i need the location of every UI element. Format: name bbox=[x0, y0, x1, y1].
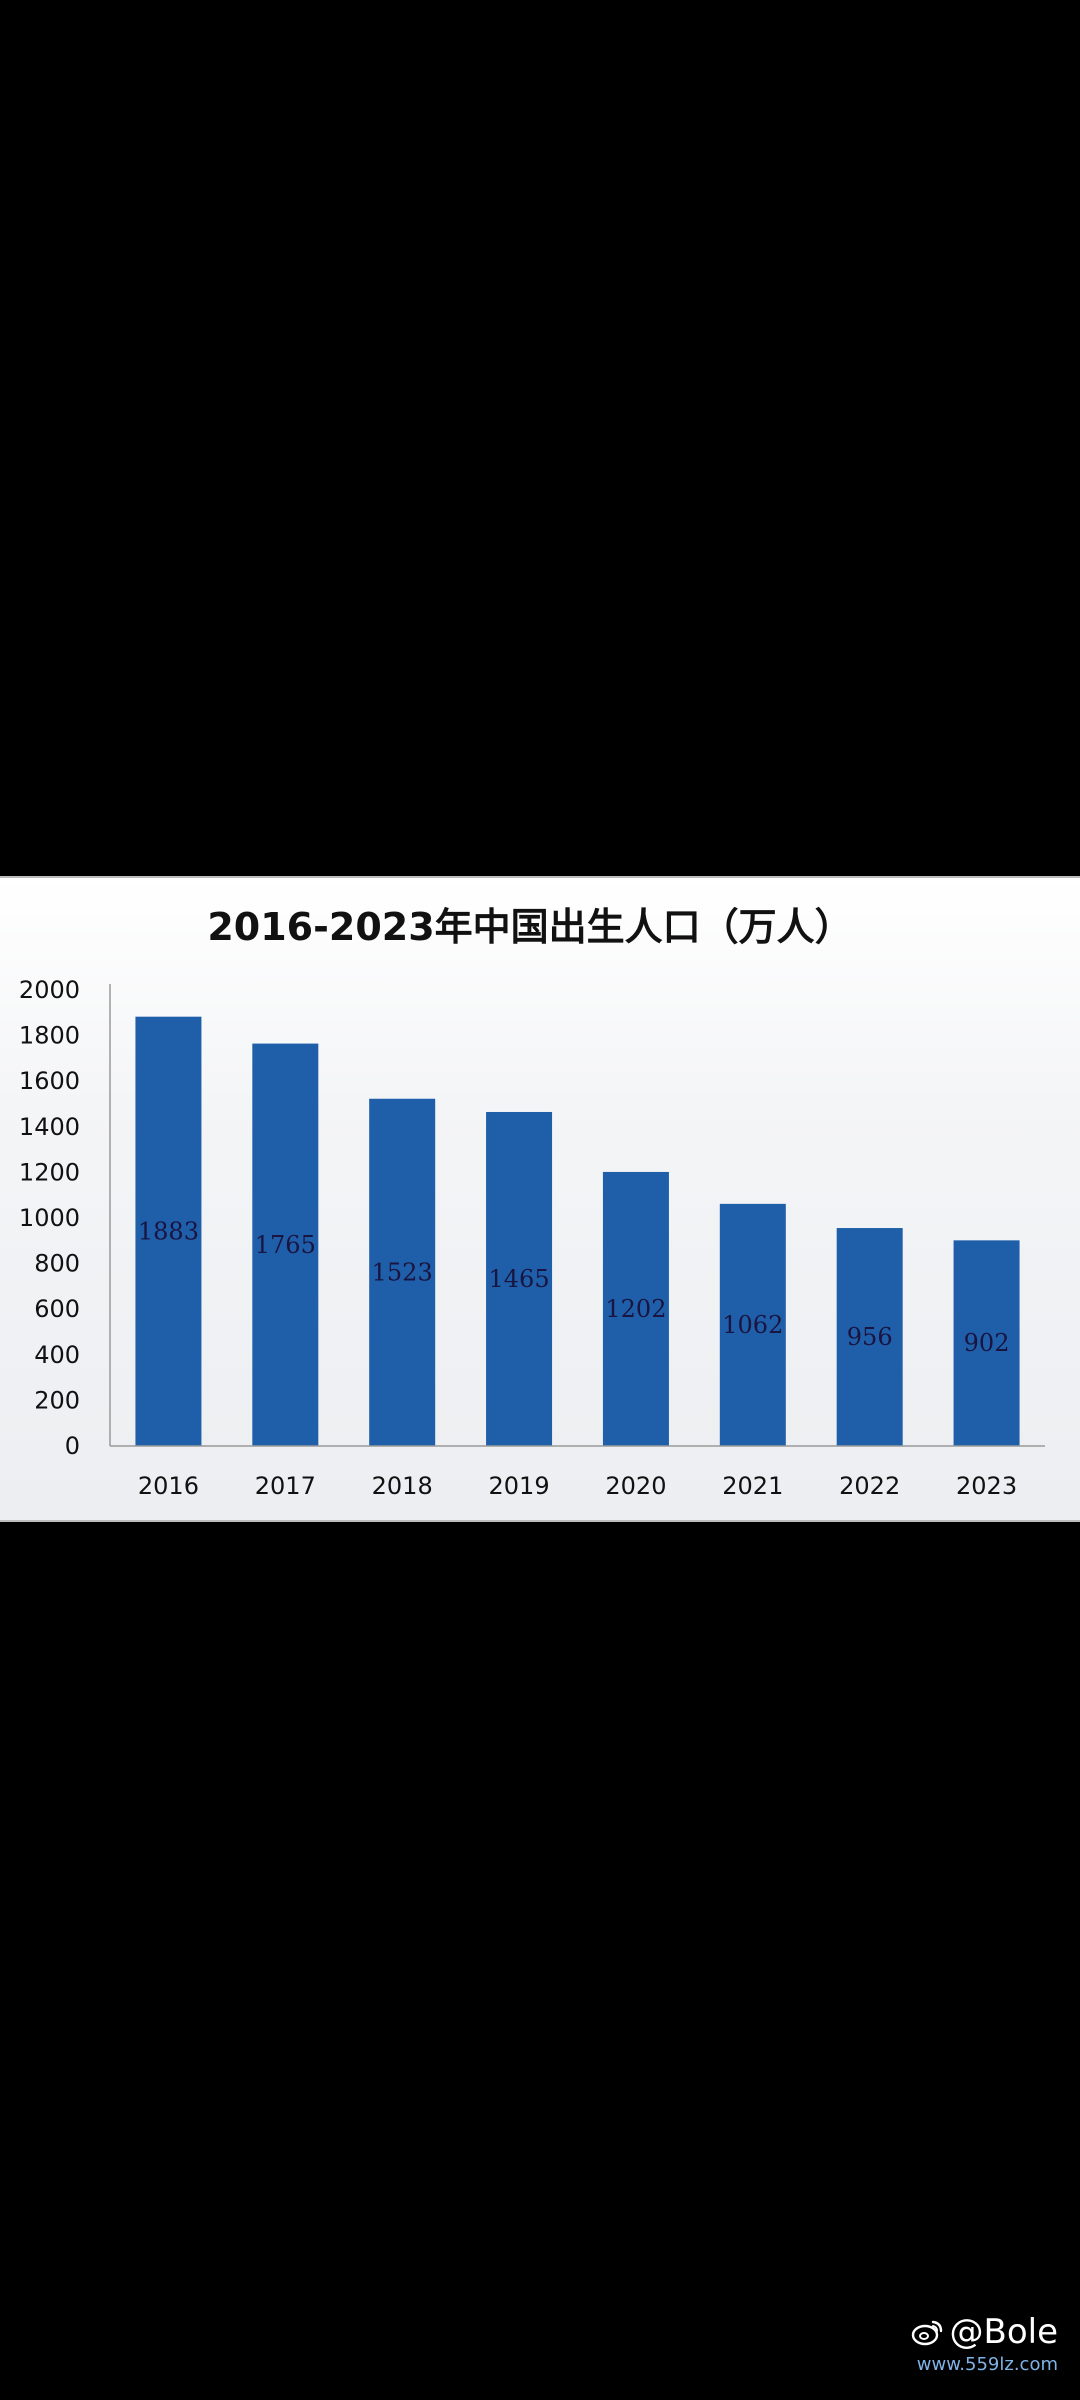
data-label-2023: 902 bbox=[964, 1329, 1010, 1357]
y-tick-label: 2000 bbox=[19, 976, 80, 1004]
data-label-2016: 1883 bbox=[138, 1217, 199, 1245]
y-tick-label: 400 bbox=[34, 1341, 80, 1369]
bar-2019 bbox=[486, 1111, 553, 1446]
data-label-2017: 1765 bbox=[255, 1231, 316, 1259]
bar-2023 bbox=[953, 1240, 1020, 1446]
bar-2017 bbox=[252, 1043, 319, 1446]
chart-title: 2016-2023年中国出生人口（万人） bbox=[207, 905, 852, 949]
weibo-icon bbox=[911, 2320, 942, 2346]
x-tick-label-2023: 2023 bbox=[956, 1472, 1017, 1500]
chart-card: 2016-2023年中国出生人口（万人） 0 200 400 600 800 1000 12… bbox=[0, 876, 1080, 1522]
y-tick-label: 600 bbox=[34, 1295, 80, 1323]
data-label-2020: 1202 bbox=[605, 1295, 666, 1323]
bars bbox=[135, 1016, 1020, 1446]
y-tick-label: 800 bbox=[34, 1250, 80, 1278]
bar-2018 bbox=[369, 1098, 436, 1446]
x-tick-label-2019: 2019 bbox=[489, 1472, 550, 1500]
x-tick-label-2021: 2021 bbox=[722, 1472, 783, 1500]
bar-2020 bbox=[602, 1171, 669, 1446]
watermark-handle: @Bole bbox=[949, 2312, 1059, 2352]
bar-chart: 2016-2023年中国出生人口（万人） 0 200 400 600 800 1000 12… bbox=[19, 905, 1045, 1500]
bar-2016 bbox=[135, 1016, 202, 1446]
watermark: @Bole www.559lz.com bbox=[910, 2312, 1059, 2375]
data-label-2019: 1465 bbox=[489, 1265, 550, 1293]
x-tick-label-2022: 2022 bbox=[839, 1472, 900, 1500]
y-tick-label: 1400 bbox=[19, 1113, 80, 1141]
bar-2021 bbox=[719, 1203, 786, 1446]
watermark-site: www.559lz.com bbox=[916, 2354, 1058, 2375]
x-tick-label-2018: 2018 bbox=[372, 1472, 433, 1500]
x-tick-label-2016: 2016 bbox=[138, 1472, 199, 1500]
data-label-2022: 956 bbox=[847, 1323, 893, 1351]
data-label-2018: 1523 bbox=[372, 1258, 433, 1286]
data-labels: 1883 1765 1523 1465 1202 1062 956 902 bbox=[138, 1217, 1010, 1357]
x-axis: 2016 2017 2018 2019 2020 2021 2022 2023 bbox=[110, 1445, 1045, 1500]
y-tick-label: 0 bbox=[65, 1432, 80, 1460]
y-tick-label: 200 bbox=[34, 1386, 80, 1414]
watermark-handle-row: @Bole bbox=[910, 2312, 1059, 2352]
y-axis: 0 200 400 600 800 1000 1200 1400 1600 1800 2000 bbox=[19, 976, 111, 1460]
y-tick-label: 1800 bbox=[19, 1022, 80, 1050]
x-tick-label-2017: 2017 bbox=[255, 1472, 316, 1500]
y-tick-label: 1000 bbox=[19, 1204, 80, 1232]
y-tick-label: 1600 bbox=[19, 1067, 80, 1095]
x-tick-label-2020: 2020 bbox=[605, 1472, 666, 1500]
y-tick-label: 1200 bbox=[19, 1158, 80, 1186]
bar-2022 bbox=[836, 1228, 903, 1446]
data-label-2021: 1062 bbox=[722, 1311, 783, 1339]
